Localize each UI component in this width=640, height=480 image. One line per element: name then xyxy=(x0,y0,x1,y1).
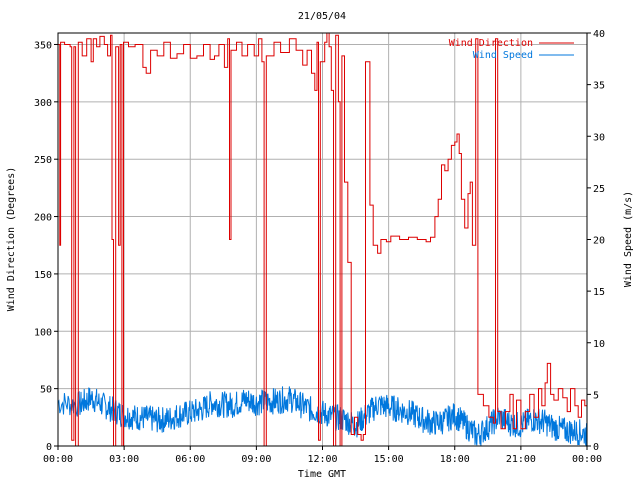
legend-label-wind-direction: Wind Direction xyxy=(449,38,533,49)
y-right-tick-label: 10 xyxy=(593,339,605,350)
y-left-tick-label: 150 xyxy=(34,270,52,281)
y-right-tick-label: 25 xyxy=(593,184,605,195)
y-left-tick-label: 0 xyxy=(46,442,52,453)
x-tick-label: 15:00 xyxy=(374,454,404,465)
y-left-tick-label: 50 xyxy=(40,385,52,396)
x-tick-label: 09:00 xyxy=(241,454,271,465)
chart-title: 21/05/04 xyxy=(298,11,346,22)
y-axis-left-label: Wind Direction (Degrees) xyxy=(6,167,17,312)
y-axis-right-label: Wind Speed (m/s) xyxy=(623,191,634,287)
y-right-tick-label: 0 xyxy=(593,442,599,453)
y-right-tick-label: 20 xyxy=(593,236,605,247)
x-tick-label: 00:00 xyxy=(43,454,73,465)
y-right-tick-label: 5 xyxy=(593,390,599,401)
x-tick-label: 06:00 xyxy=(175,454,205,465)
series-layer xyxy=(57,32,588,447)
y-left-tick-label: 250 xyxy=(34,155,52,166)
series-line-wind-direction xyxy=(58,32,587,447)
y-left-tick-label: 300 xyxy=(34,98,52,109)
y-left-tick-label: 100 xyxy=(34,327,52,338)
x-tick-label: 18:00 xyxy=(440,454,470,465)
x-tick-label: 03:00 xyxy=(109,454,139,465)
y-left-tick-label: 200 xyxy=(34,213,52,224)
y-right-tick-label: 40 xyxy=(593,29,605,40)
axes: 00:00 03:00 06:00 09:00 12:00 15:00 18:00 21:00… xyxy=(34,29,605,465)
grid-lines xyxy=(58,33,587,446)
y-right-tick-label: 30 xyxy=(593,132,605,143)
x-tick-label: 12:00 xyxy=(307,454,337,465)
x-axis-label: Time GMT xyxy=(298,469,346,480)
y-left-tick-label: 350 xyxy=(34,40,52,51)
x-tick-label: 21:00 xyxy=(506,454,536,465)
x-tick-label: 00:00 xyxy=(572,454,602,465)
y-right-tick-label: 35 xyxy=(593,81,605,92)
y-right-tick-label: 15 xyxy=(593,287,605,298)
legend: Wind Direction Wind Speed xyxy=(449,38,574,61)
legend-label-wind-speed: Wind Speed xyxy=(473,50,533,61)
